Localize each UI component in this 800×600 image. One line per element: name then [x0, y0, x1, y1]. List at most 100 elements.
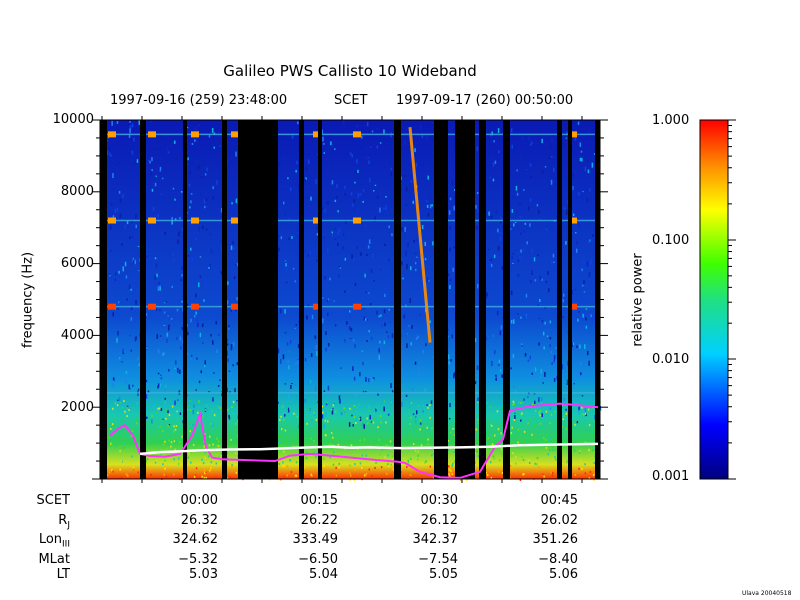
noise-speckle [226, 343, 229, 346]
noise-speckle [424, 241, 426, 246]
noise-speckle [289, 340, 292, 344]
noise-speckle [494, 434, 496, 437]
noise-speckle [530, 279, 532, 283]
noise-speckle [333, 403, 335, 405]
noise-speckle [313, 411, 315, 414]
noise-speckle [362, 189, 365, 192]
noise-speckle [356, 246, 358, 249]
noise-speckle [284, 429, 287, 432]
noise-speckle [542, 331, 545, 336]
data-gap [222, 120, 227, 479]
noise-speckle [120, 460, 122, 463]
noise-speckle [282, 188, 285, 191]
noise-speckle [295, 323, 298, 326]
noise-speckle [525, 420, 527, 423]
noise-speckle [538, 342, 540, 346]
noise-speckle [519, 203, 521, 206]
noise-speckle [572, 342, 575, 346]
noise-speckle [237, 420, 239, 423]
noise-speckle [417, 454, 420, 457]
noise-speckle [306, 422, 308, 425]
noise-speckle [373, 280, 375, 282]
noise-speckle [111, 120, 113, 126]
noise-speckle [296, 415, 299, 418]
noise-speckle [115, 278, 117, 281]
noise-speckle [579, 448, 581, 451]
noise-speckle [429, 404, 431, 407]
noise-speckle [279, 411, 282, 413]
noise-speckle [159, 407, 161, 410]
noise-speckle [334, 228, 336, 230]
noise-speckle [404, 175, 406, 177]
noise-speckle [327, 248, 329, 253]
noise-speckle [544, 166, 547, 168]
noise-speckle [366, 253, 368, 256]
noise-speckle [109, 152, 111, 157]
noise-speckle [391, 333, 394, 338]
noise-speckle [131, 159, 133, 164]
noise-speckle [371, 475, 373, 477]
noise-speckle [533, 425, 536, 428]
noise-speckle [404, 140, 406, 145]
noise-speckle [179, 346, 182, 350]
noise-speckle [171, 220, 173, 225]
noise-speckle [112, 382, 115, 388]
noise-speckle [351, 408, 353, 411]
noise-speckle [495, 377, 497, 381]
noise-speckle [574, 289, 577, 291]
noise-speckle [132, 450, 135, 453]
noise-speckle [422, 350, 425, 354]
noise-speckle [549, 320, 552, 324]
noise-speckle [387, 175, 389, 178]
noise-speckle [430, 310, 432, 313]
noise-speckle [128, 384, 130, 390]
noise-speckle [195, 467, 198, 470]
noise-speckle [370, 268, 373, 273]
noise-speckle [233, 276, 236, 280]
noise-speckle [131, 455, 133, 458]
noise-speckle [186, 127, 189, 129]
noise-speckle [208, 134, 211, 138]
noise-speckle [429, 204, 432, 209]
noise-speckle [419, 314, 422, 316]
noise-speckle [577, 318, 579, 322]
noise-speckle [120, 476, 123, 479]
noise-speckle [230, 344, 233, 349]
noise-speckle [206, 228, 208, 231]
noise-speckle [575, 232, 577, 234]
noise-speckle [204, 173, 207, 176]
noise-speckle [530, 141, 533, 145]
noise-speckle [365, 473, 367, 476]
noise-speckle [549, 336, 552, 340]
noise-speckle [497, 470, 500, 473]
noise-speckle [390, 167, 393, 171]
noise-speckle [354, 283, 357, 286]
noise-speckle [351, 414, 353, 417]
noise-speckle [172, 189, 174, 191]
noise-speckle [359, 372, 361, 377]
noise-speckle [349, 310, 351, 313]
noise-speckle [511, 144, 513, 149]
noise-speckle [383, 207, 385, 210]
noise-speckle [585, 317, 587, 321]
noise-speckle [124, 442, 126, 445]
noise-speckle [529, 418, 531, 421]
noise-speckle [429, 195, 432, 199]
noise-speckle [449, 475, 451, 478]
noise-speckle [350, 474, 352, 477]
noise-speckle [486, 454, 489, 457]
noise-speckle [566, 379, 569, 384]
noise-speckle [548, 288, 550, 293]
noise-speckle [554, 449, 556, 452]
noise-speckle [157, 349, 160, 354]
noise-speckle [488, 211, 490, 216]
noise-speckle [587, 408, 590, 411]
noise-speckle [527, 459, 530, 462]
noise-speckle [176, 308, 179, 312]
noise-speckle [178, 441, 181, 444]
noise-speckle [231, 202, 233, 205]
tone-hotspot [569, 131, 577, 138]
noise-speckle [485, 466, 487, 469]
noise-speckle [216, 424, 218, 427]
noise-speckle [574, 435, 577, 437]
